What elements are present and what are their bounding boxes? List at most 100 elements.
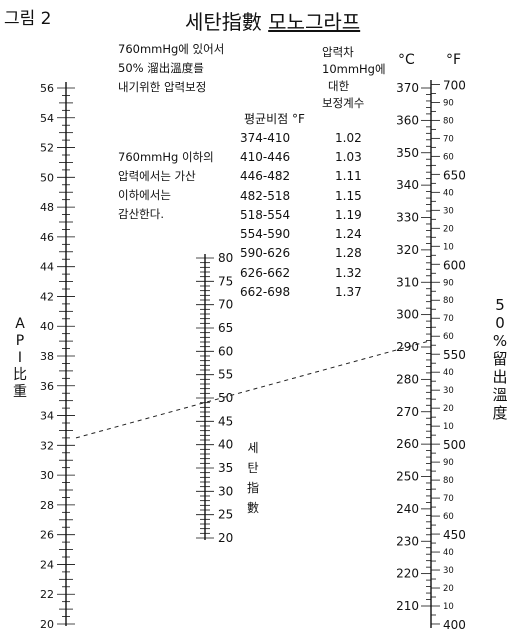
factor-cell: 1.03: [335, 149, 362, 164]
fahrenheit-minor-label: 60: [443, 512, 454, 522]
subtract-note: 760mmHg 이하의 압력에서는 가산 이하에서는 감산한다.: [118, 148, 214, 224]
celsius-tick-label: 260: [396, 437, 419, 451]
api-tick-label: 26: [40, 529, 54, 542]
api-tick-label: 36: [40, 380, 54, 393]
api-tick-label: 20: [40, 618, 54, 631]
celsius-tick-label: 240: [396, 502, 419, 516]
fahrenheit-minor-label: 10: [443, 602, 454, 612]
fahrenheit-minor-label: 30: [443, 566, 454, 576]
cetane-tick-label: 25: [218, 508, 233, 522]
cetane-tick-label: 55: [218, 368, 233, 382]
header-line: 대한: [328, 79, 350, 93]
table-row: 374-410 1.02: [240, 128, 385, 147]
api-tick-label: 44: [40, 261, 54, 274]
factor-cell: 1.11: [335, 169, 362, 184]
note-line: 감산한다.: [118, 207, 164, 221]
title-main: 세탄指數: [185, 10, 269, 34]
api-tick-label: 40: [40, 320, 54, 333]
celsius-tick-label: 320: [396, 243, 419, 257]
celsius-tick-label: 310: [396, 275, 419, 289]
label-char: 0: [495, 314, 505, 332]
factor-cell: 1.15: [335, 188, 362, 203]
fahrenheit-minor-label: 30: [443, 206, 454, 216]
celsius-tick-label: 330: [396, 211, 419, 225]
range-cell: 518-554: [240, 207, 291, 222]
label-char: 溫: [492, 386, 508, 404]
table-row: 554-590 1.24: [240, 224, 385, 243]
note-line: 760mmHg 이하의: [118, 150, 214, 164]
range-cell: 626-662: [240, 265, 291, 280]
fahrenheit-minor-label: 80: [443, 296, 454, 306]
fahrenheit-minor-label: 60: [443, 152, 454, 162]
range-cell: 590-626: [240, 246, 291, 261]
note-line: 760mmHg에 있어서: [118, 42, 225, 56]
fahrenheit-minor-label: 90: [443, 98, 454, 108]
factor-cell: 1.19: [335, 207, 362, 222]
range-cell: 482-518: [240, 188, 291, 203]
note-line: 이하에서는: [118, 188, 171, 202]
label-char: 重: [13, 384, 27, 400]
cetane-tick-label: 65: [218, 321, 233, 335]
cetane-tick-label: 40: [218, 438, 233, 452]
cetane-tick-label: 45: [218, 414, 233, 428]
api-tick-label: 22: [40, 588, 54, 601]
label-char: 세: [247, 441, 259, 455]
fahrenheit-minor-label: 80: [443, 476, 454, 486]
label-char: 度: [492, 404, 508, 422]
label-char: %: [492, 332, 508, 350]
api-tick-label: 46: [40, 231, 54, 244]
celsius-tick-label: 230: [396, 534, 419, 548]
fahrenheit-minor-label: 90: [443, 278, 454, 288]
table-row: 518-554 1.19: [240, 205, 385, 224]
celsius-tick-label: 210: [396, 599, 419, 613]
celsius-tick-label: 270: [396, 405, 419, 419]
celsius-tick-label: 290: [396, 340, 419, 354]
fahrenheit-minor-label: 20: [443, 404, 454, 414]
celsius-tick-label: 250: [396, 470, 419, 484]
range-cell: 446-482: [240, 169, 291, 184]
table-row: 626-662 1.32: [240, 263, 385, 282]
fahrenheit-minor-label: 70: [443, 314, 454, 324]
fahrenheit-minor-label: 40: [443, 548, 454, 558]
fahrenheit-minor-label: 10: [443, 242, 454, 252]
celsius-tick-label: 300: [396, 308, 419, 322]
label-char: 數: [246, 501, 259, 515]
label-char: 탄: [247, 461, 259, 475]
pressure-correction-note: 760mmHg에 있어서 50% 溜出溫度를 내기위한 압력보정: [118, 40, 224, 97]
fahrenheit-major-label: 550: [443, 348, 466, 362]
fahrenheit-minor-label: 30: [443, 386, 454, 396]
celsius-tick-label: 350: [396, 146, 419, 160]
chart-title: 세탄指數 모노그라프: [185, 6, 360, 35]
fahrenheit-major-label: 450: [443, 528, 466, 542]
fahrenheit-major-label: 400: [443, 618, 466, 632]
label-char: 留: [492, 350, 508, 368]
celsius-tick-label: 370: [396, 81, 419, 95]
api-tick-label: 56: [40, 82, 54, 95]
cetane-tick-label: 30: [218, 484, 233, 498]
cetane-tick-label: 35: [218, 461, 233, 475]
cetane-tick-label: 20: [218, 531, 233, 545]
api-tick-label: 30: [40, 469, 54, 482]
fahrenheit-minor-label: 40: [443, 368, 454, 378]
celsius-tick-label: 340: [396, 178, 419, 192]
fahrenheit-minor-label: 40: [443, 188, 454, 198]
header-line: 보정계수: [322, 96, 365, 110]
header-line: 10mmHg에: [322, 62, 386, 76]
temp-axis-label: 5 0% 留出溫度: [490, 296, 510, 422]
fahrenheit-minor-label: 60: [443, 332, 454, 342]
range-cell: 374-410: [240, 130, 291, 145]
api-tick-label: 34: [40, 410, 54, 423]
api-tick-label: 48: [40, 201, 54, 214]
fahrenheit-minor-label: 20: [443, 584, 454, 594]
fahrenheit-minor-label: 80: [443, 116, 454, 126]
fahrenheit-minor-label: 90: [443, 458, 454, 468]
api-tick-label: 50: [40, 171, 54, 184]
figure-label: 그림 2: [4, 9, 52, 29]
label-char: 出: [492, 368, 508, 386]
label-char: A: [15, 316, 25, 332]
api-tick-label: 38: [40, 350, 54, 363]
label-char: I: [17, 350, 23, 366]
factor-column-header: 압력차 10mmHg에 대한 보정계수: [322, 44, 386, 112]
